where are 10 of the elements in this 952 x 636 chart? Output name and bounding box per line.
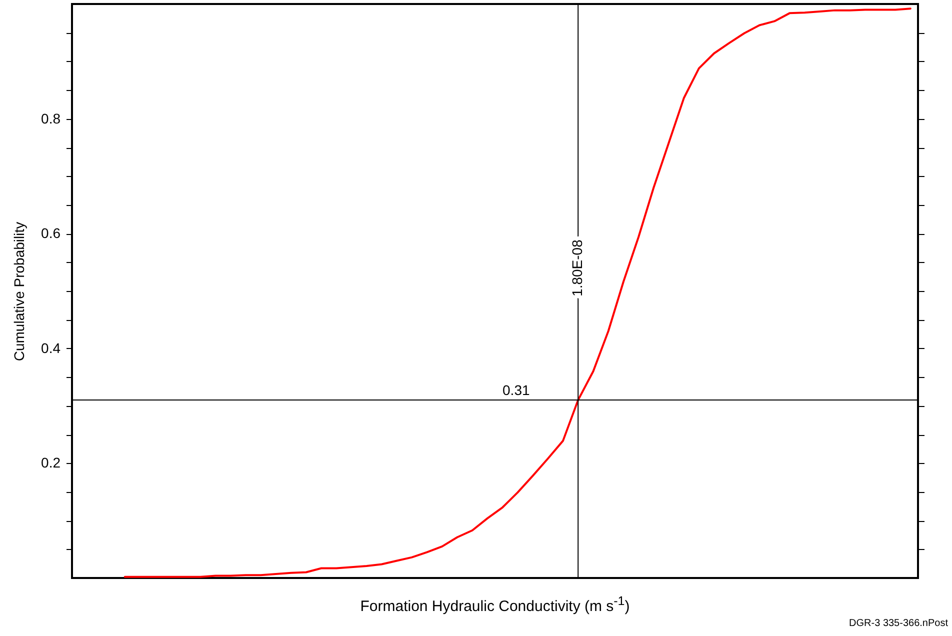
y-tick-label: 0.2 — [41, 454, 61, 471]
y-tick-label: 0.4 — [41, 340, 61, 356]
y-tick-label: 0.8 — [41, 110, 61, 126]
text: 1.80E-08 — [569, 240, 586, 296]
y-axis-title: Cumulative Probability — [11, 222, 28, 362]
text: DGR-3 335-366.nPost — [849, 618, 948, 629]
line-series — [124, 8, 912, 578]
ref-line-label: 0.31 — [502, 382, 530, 398]
x-axis-title: Formation Hydraulic Conductivity (m s$^{-1}$) — [359, 594, 631, 615]
y-tick-label: 0.6 — [41, 225, 61, 242]
